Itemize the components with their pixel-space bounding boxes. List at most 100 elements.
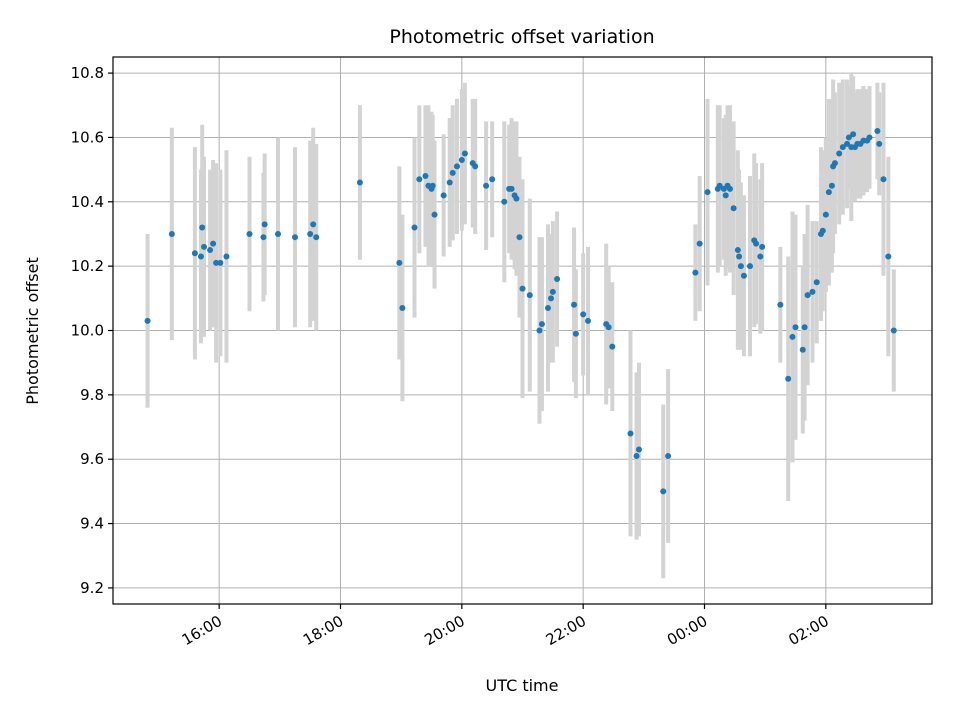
data-point xyxy=(885,253,892,260)
data-point xyxy=(627,430,634,437)
data-point xyxy=(792,324,799,331)
data-point xyxy=(536,327,543,334)
data-point xyxy=(789,333,796,340)
data-point xyxy=(757,253,764,260)
y-tick-label: 10.4 xyxy=(71,193,104,211)
y-axis-ticks: 9.2 9.4 9.6 9.8 10.0 10.2 10.4 10.6 10.8 xyxy=(71,64,113,597)
data-point xyxy=(799,346,806,353)
data-point xyxy=(516,234,523,241)
data-point xyxy=(411,224,418,231)
data-point xyxy=(513,195,520,202)
data-point xyxy=(605,324,612,331)
y-tick-label: 9.4 xyxy=(80,515,104,533)
data-point xyxy=(538,321,545,328)
data-point xyxy=(866,134,873,141)
data-point xyxy=(422,173,429,180)
data-point xyxy=(223,253,230,260)
data-point xyxy=(356,179,363,186)
data-point xyxy=(313,234,320,241)
y-tick-label: 10.2 xyxy=(71,257,104,275)
data-point xyxy=(716,182,723,189)
data-point xyxy=(850,131,857,138)
data-point xyxy=(836,150,843,157)
y-tick-label: 10.0 xyxy=(71,322,104,340)
data-point xyxy=(399,304,406,311)
data-point xyxy=(453,163,460,170)
data-point xyxy=(580,311,587,318)
data-point xyxy=(801,324,808,331)
chart-title: Photometric offset variation xyxy=(389,26,654,48)
data-point xyxy=(199,224,206,231)
data-point xyxy=(704,189,711,196)
data-point xyxy=(804,292,811,299)
data-point xyxy=(874,128,881,135)
data-point xyxy=(489,176,496,183)
data-point xyxy=(508,185,515,192)
data-point xyxy=(822,211,829,218)
data-point xyxy=(416,176,423,183)
y-tick-label: 9.8 xyxy=(80,386,104,404)
data-point xyxy=(519,285,526,292)
data-point xyxy=(825,189,832,196)
data-point xyxy=(449,169,456,176)
data-point xyxy=(548,295,555,302)
data-point xyxy=(544,304,551,311)
data-point xyxy=(585,317,592,324)
data-point xyxy=(307,230,314,237)
data-point xyxy=(845,134,852,141)
data-point xyxy=(785,375,792,382)
data-point xyxy=(472,163,479,170)
data-points xyxy=(144,128,897,495)
data-point xyxy=(890,327,897,334)
data-point xyxy=(736,253,743,260)
y-tick-label: 9.6 xyxy=(80,450,104,468)
data-point xyxy=(554,276,561,283)
data-point xyxy=(501,198,508,205)
data-point xyxy=(292,234,298,241)
y-tick-label: 10.8 xyxy=(71,64,104,82)
data-point xyxy=(635,446,642,453)
data-point xyxy=(876,140,883,147)
data-point xyxy=(210,240,217,247)
y-tick-label: 9.2 xyxy=(80,579,104,597)
data-point xyxy=(609,343,616,350)
data-point xyxy=(261,221,268,228)
data-point xyxy=(692,269,699,276)
data-point xyxy=(144,317,151,324)
data-point xyxy=(844,140,851,147)
data-point xyxy=(880,176,887,183)
data-point xyxy=(549,288,556,295)
data-point xyxy=(660,488,667,495)
data-point xyxy=(440,192,447,199)
data-point xyxy=(483,182,490,189)
data-point xyxy=(730,205,737,212)
data-point xyxy=(310,221,317,228)
data-point xyxy=(734,247,741,254)
data-point xyxy=(819,227,826,234)
data-point xyxy=(168,230,175,237)
data-point xyxy=(665,452,672,459)
data-point xyxy=(207,247,214,254)
data-point xyxy=(839,144,846,151)
data-point xyxy=(572,330,579,337)
data-point xyxy=(213,259,220,266)
y-tick-label: 10.6 xyxy=(71,128,104,146)
data-point xyxy=(813,279,820,286)
data-point xyxy=(740,272,747,279)
data-point xyxy=(429,182,436,189)
data-point xyxy=(191,250,198,257)
x-axis-title: UTC time xyxy=(486,676,559,695)
data-point xyxy=(275,230,282,237)
data-point xyxy=(696,240,703,247)
data-point xyxy=(571,301,578,308)
data-point xyxy=(260,234,267,241)
data-point xyxy=(753,240,760,247)
data-point xyxy=(217,259,224,266)
data-point xyxy=(446,179,453,186)
data-point xyxy=(197,253,204,260)
data-point xyxy=(461,150,468,157)
data-point xyxy=(777,301,784,308)
data-point xyxy=(246,230,253,237)
